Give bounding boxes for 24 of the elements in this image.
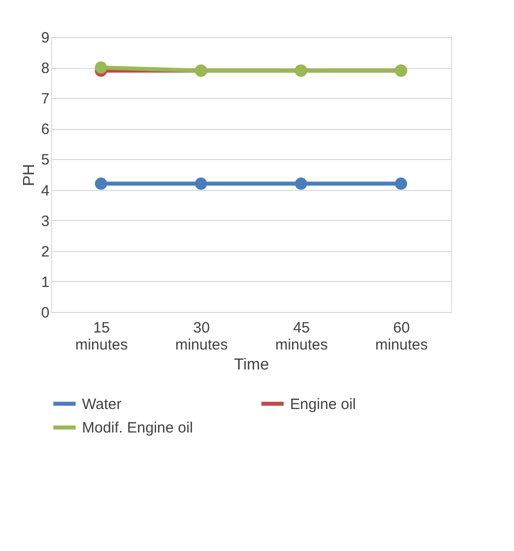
y-tick-label: 2 bbox=[41, 243, 50, 260]
x-tick-label: 15 minutes bbox=[75, 320, 128, 354]
y-tick-label: 0 bbox=[41, 304, 50, 322]
y-tick-label: 5 bbox=[41, 152, 50, 169]
point bbox=[194, 178, 208, 190]
point bbox=[294, 178, 308, 190]
x-axis-title: Time bbox=[234, 356, 270, 374]
point bbox=[394, 178, 408, 190]
y-tick-label: 4 bbox=[41, 182, 50, 200]
legend-label: Modif. Engine oil bbox=[82, 420, 193, 436]
x-tick-label: 60 minutes bbox=[375, 320, 428, 354]
x-tick-label: 45 minutes bbox=[275, 320, 328, 354]
y-tick-label: 7 bbox=[41, 90, 50, 108]
point bbox=[94, 178, 108, 190]
x-tick-label: 30 minutes bbox=[175, 320, 228, 354]
legend-label: Water bbox=[82, 396, 122, 413]
y-axis-title: PH bbox=[21, 164, 38, 186]
legend-label: Engine oil bbox=[290, 396, 356, 413]
y-tick-label: 1 bbox=[41, 274, 50, 291]
y-tick-label: 6 bbox=[41, 121, 50, 138]
y-tick-label: 3 bbox=[41, 212, 50, 230]
y-tick-label: 9 bbox=[41, 30, 50, 46]
point bbox=[94, 61, 108, 74]
y-tick-label: 8 bbox=[41, 60, 50, 78]
